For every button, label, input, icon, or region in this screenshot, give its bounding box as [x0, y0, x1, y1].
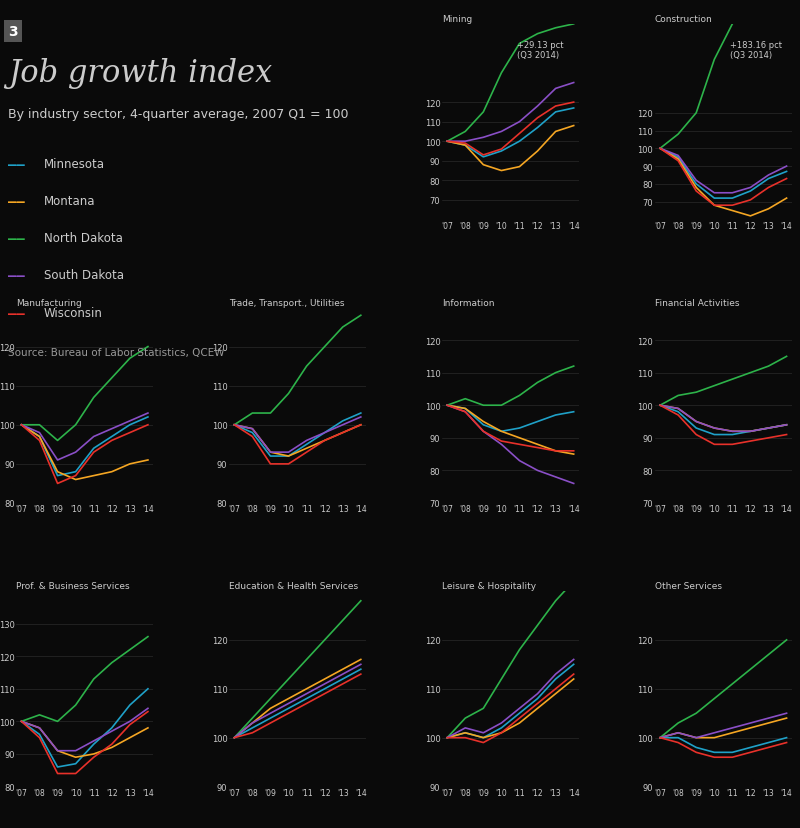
Text: ——: —— [8, 306, 25, 320]
Text: Source: Bureau of Labor Statistics, QCEW: Source: Bureau of Labor Statistics, QCEW [8, 348, 225, 358]
Text: ——: —— [8, 232, 25, 246]
Text: ——: —— [8, 157, 25, 171]
Text: +29.13 pct
(Q3 2014): +29.13 pct (Q3 2014) [518, 41, 564, 60]
Text: Minnesota: Minnesota [44, 157, 105, 171]
Text: Education & Health Services: Education & Health Services [229, 581, 358, 590]
Text: Job growth index: Job growth index [8, 58, 272, 89]
Text: Information: Information [442, 298, 494, 307]
Text: +183.16 pct
(Q3 2014): +183.16 pct (Q3 2014) [730, 41, 782, 60]
Text: Trade, Transport., Utilities: Trade, Transport., Utilities [229, 298, 344, 307]
Text: Prof. & Business Services: Prof. & Business Services [16, 581, 130, 590]
Text: By industry sector, 4-quarter average, 2007 Q1 = 100: By industry sector, 4-quarter average, 2… [8, 108, 349, 121]
Text: ——: —— [8, 269, 25, 283]
Text: South Dakota: South Dakota [44, 269, 124, 282]
Text: Mining: Mining [442, 15, 472, 24]
Text: North Dakota: North Dakota [44, 232, 123, 245]
Text: Manufacturing: Manufacturing [16, 298, 82, 307]
Text: Other Services: Other Services [654, 581, 722, 590]
Text: ——: —— [8, 195, 25, 209]
Text: Montana: Montana [44, 195, 95, 208]
Text: Construction: Construction [654, 15, 713, 24]
Text: Wisconsin: Wisconsin [44, 306, 103, 320]
Text: Leisure & Hospitality: Leisure & Hospitality [442, 581, 536, 590]
Text: Financial Activities: Financial Activities [654, 298, 739, 307]
Text: 3: 3 [8, 25, 18, 39]
